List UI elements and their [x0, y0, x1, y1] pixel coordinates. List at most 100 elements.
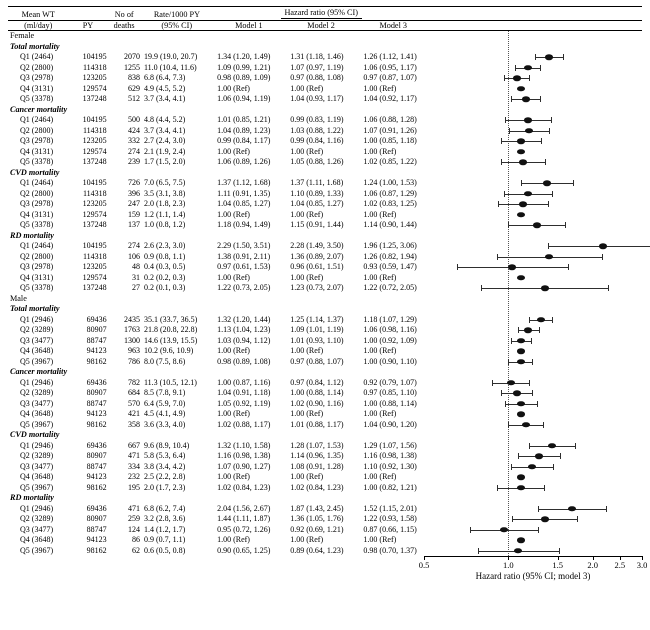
cell-model3: 1.26 (1.12, 1.41): [361, 52, 434, 63]
cell-wt: Q2 (3289): [8, 325, 69, 336]
cell-model1: 1.22 (0.73, 2.05): [215, 283, 288, 294]
cell-deaths: 247: [109, 199, 142, 210]
cell-forest: [435, 157, 642, 168]
cell-model2: 0.96 (0.61, 1.51): [288, 262, 361, 273]
cell-deaths: 396: [109, 189, 142, 200]
cell-forest: [435, 441, 642, 452]
cell-rate: 8.0 (7.5, 8.6): [142, 357, 215, 368]
forest-cell: [437, 388, 640, 399]
cell-model2: 1.37 (1.11, 1.68): [288, 178, 361, 189]
cell-model1: 1.02 (0.88, 1.17): [215, 420, 288, 431]
hdr-model3: Model 3: [357, 21, 429, 30]
cell-forest: [435, 283, 642, 294]
cell-model1: 1.34 (1.20, 1.49): [215, 52, 288, 63]
cell-model1: 1.02 (0.84, 1.23): [215, 483, 288, 494]
cell-deaths: 629: [109, 84, 142, 95]
cell-model1: 1.38 (0.91, 2.11): [215, 252, 288, 263]
cell-forest: [435, 115, 642, 126]
cell-forest: [435, 252, 642, 263]
cell-forest: [435, 84, 642, 95]
forest-cell: [437, 451, 640, 462]
forest-cell: [437, 147, 640, 158]
cell-model2: 1.00 (Ref): [288, 273, 361, 284]
cell-rate: 2.1 (1.9, 2.4): [142, 147, 215, 158]
cell-wt: Q1 (2464): [8, 52, 69, 63]
cell-wt: Q1 (2946): [8, 378, 69, 389]
cell-forest: [435, 546, 642, 557]
hdr-wt-l1: Mean WT: [10, 10, 67, 19]
cell-rate: 2.6 (2.3, 3.0): [142, 241, 215, 252]
cell-model2: 1.00 (Ref): [288, 472, 361, 483]
cell-model2: 1.00 (Ref): [288, 409, 361, 420]
forest-cell: [437, 157, 640, 168]
cell-py: 80907: [69, 451, 108, 462]
cell-model3: 1.02 (0.83, 1.25): [361, 199, 434, 210]
hdr-deaths-l2: deaths: [107, 21, 140, 30]
forest-cell: [437, 262, 640, 273]
cell-model3: 1.00 (Ref): [361, 210, 434, 221]
cell-model1: 1.32 (1.20, 1.44): [215, 315, 288, 326]
cell-deaths: 358: [109, 420, 142, 431]
cell-deaths: 1763: [109, 325, 142, 336]
forest-cell: [437, 115, 640, 126]
cell-model1: 1.04 (0.91, 1.18): [215, 388, 288, 399]
cell-py: 114318: [69, 189, 108, 200]
cell-rate: 19.9 (19.0, 20.7): [142, 52, 215, 63]
cell-forest: [435, 504, 642, 515]
cell-forest: [435, 388, 642, 399]
cell-model3: 0.87 (0.66, 1.15): [361, 525, 434, 536]
cell-model1: 1.03 (0.94, 1.12): [215, 336, 288, 347]
cell-model1: 0.99 (0.84, 1.17): [215, 136, 288, 147]
forest-cell: [437, 399, 640, 410]
cell-wt: Q4 (3648): [8, 409, 69, 420]
cell-py: 129574: [69, 84, 108, 95]
cell-model3: 1.00 (Ref): [361, 84, 434, 95]
cell-model2: 1.02 (0.84, 1.23): [288, 483, 361, 494]
cell-model3: 1.00 (0.92, 1.09): [361, 336, 434, 347]
cell-forest: [435, 357, 642, 368]
cell-deaths: 137: [109, 220, 142, 231]
forest-cell: [437, 220, 640, 231]
group-title: Total mortality: [8, 304, 642, 315]
cell-py: 69436: [69, 441, 108, 452]
cell-wt: Q5 (3378): [8, 220, 69, 231]
cell-model1: 1.04 (0.89, 1.23): [215, 126, 288, 137]
cell-wt: Q2 (2800): [8, 189, 69, 200]
cell-model2: 1.07 (0.97, 1.19): [288, 63, 361, 74]
cell-forest: [435, 409, 642, 420]
cell-rate: 3.7 (3.4, 4.1): [142, 94, 215, 105]
forest-cell: [437, 241, 640, 252]
cell-model1: 2.29 (1.50, 3.51): [215, 241, 288, 252]
cell-rate: 0.9 (0.8, 1.1): [142, 252, 215, 263]
cell-model3: 1.22 (0.72, 2.05): [361, 283, 434, 294]
cell-rate: 0.4 (0.3, 0.5): [142, 262, 215, 273]
cell-model1: 1.05 (0.92, 1.19): [215, 399, 288, 410]
cell-model3: 1.24 (1.00, 1.53): [361, 178, 434, 189]
cell-model3: 1.00 (Ref): [361, 273, 434, 284]
hdr-deaths-l1: No of: [110, 10, 139, 19]
cell-rate: 6.8 (6.4, 7.3): [142, 73, 215, 84]
cell-rate: 10.2 (9.6, 10.9): [142, 346, 215, 357]
cell-forest: [435, 346, 642, 357]
cell-model1: 1.37 (1.12, 1.68): [215, 178, 288, 189]
cell-deaths: 570: [109, 399, 142, 410]
cell-model2: 0.89 (0.64, 1.23): [288, 546, 361, 557]
cell-model3: 1.06 (0.95, 1.17): [361, 63, 434, 74]
hdr-model1: Model 1: [213, 21, 285, 30]
group-title: CVD mortality: [8, 430, 642, 441]
cell-model3: 1.06 (0.88, 1.28): [361, 115, 434, 126]
forest-cell: [437, 546, 640, 557]
cell-model1: 1.44 (1.11, 1.87): [215, 514, 288, 525]
cell-deaths: 124: [109, 525, 142, 536]
cell-model3: 1.22 (0.93, 1.58): [361, 514, 434, 525]
cell-py: 104195: [69, 178, 108, 189]
cell-model3: 1.04 (0.92, 1.17): [361, 94, 434, 105]
forest-cell: [437, 73, 640, 84]
cell-model3: 1.00 (0.85, 1.18): [361, 136, 434, 147]
cell-deaths: 86: [109, 535, 142, 546]
cell-deaths: 239: [109, 157, 142, 168]
cell-wt: Q5 (3378): [8, 157, 69, 168]
cell-forest: [435, 126, 642, 137]
data-table: FemaleTotal mortalityQ1 (2464)1041952070…: [8, 31, 642, 556]
cell-forest: [435, 241, 642, 252]
